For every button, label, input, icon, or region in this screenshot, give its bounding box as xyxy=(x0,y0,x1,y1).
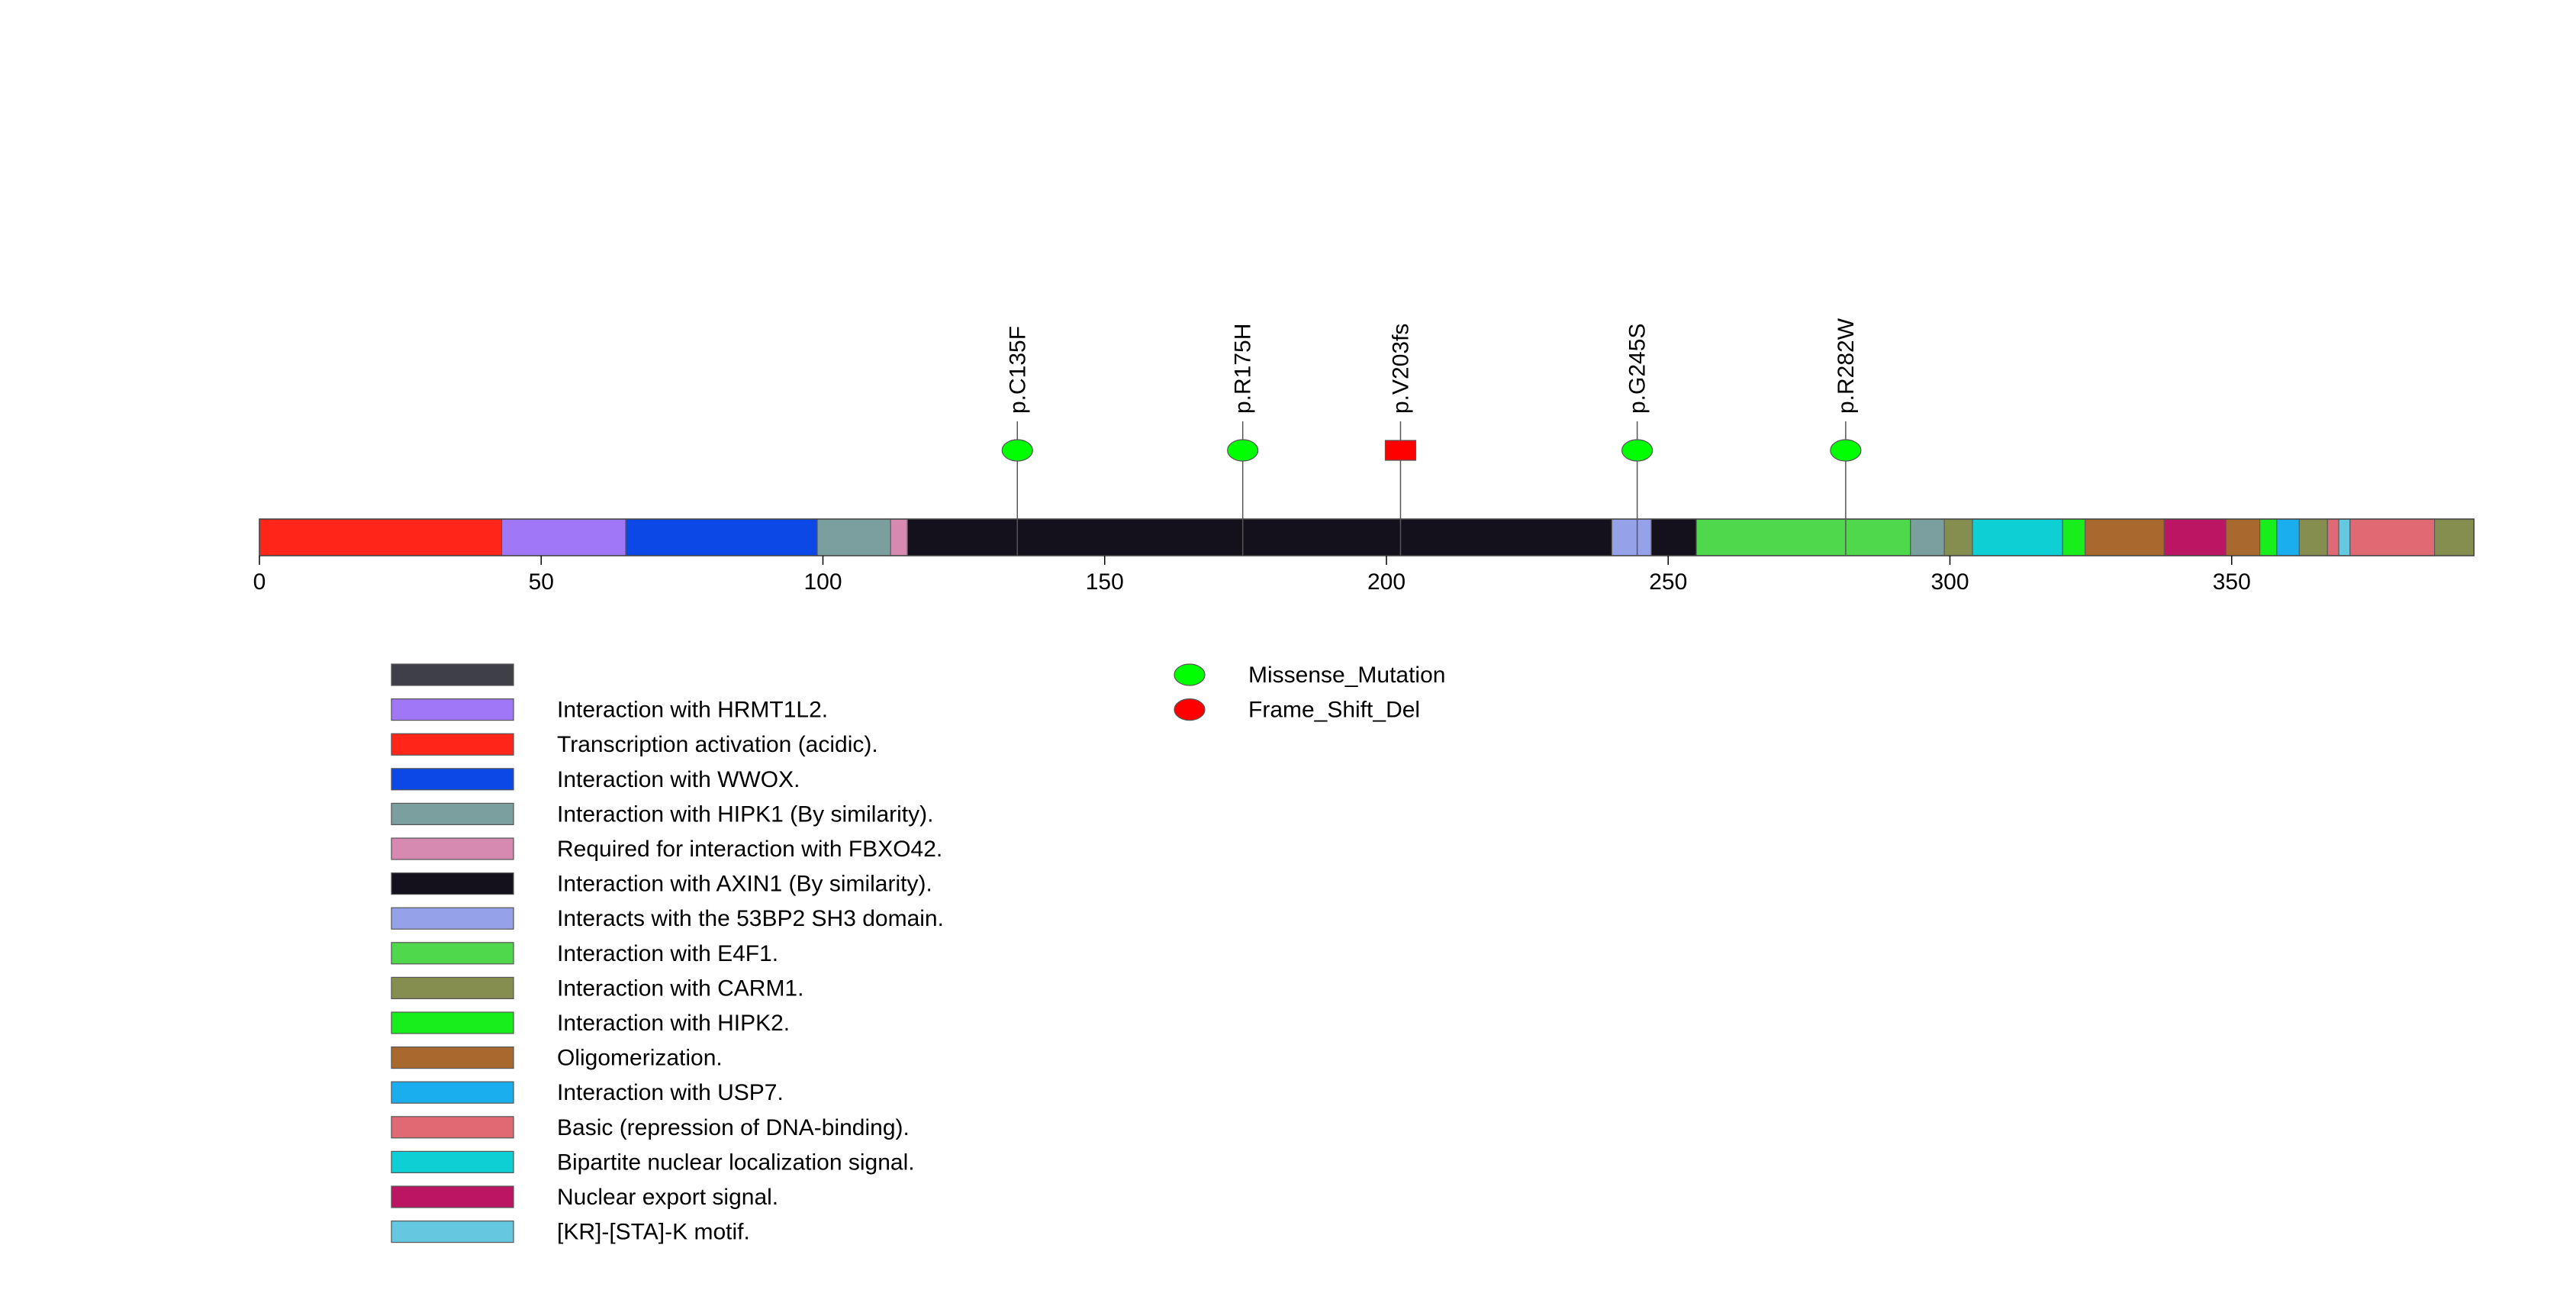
domain-segment xyxy=(906,518,1613,556)
domain-segment xyxy=(501,518,626,556)
domain-legend-label: Interaction with WWOX. xyxy=(557,767,800,792)
mutation-legend-symbol xyxy=(1174,698,1206,721)
domain-segment xyxy=(2276,518,2300,556)
mutation-marker-missense[interactable] xyxy=(1001,439,1033,462)
mutation-legend-label: Frame_Shift_Del xyxy=(1248,698,1420,723)
mutation-legend-symbol xyxy=(1174,663,1206,686)
domain-legend-label: Transcription activation (acidic). xyxy=(557,732,878,757)
domain-legend-swatch xyxy=(391,976,514,1000)
domain-legend-swatch xyxy=(391,698,514,721)
domain-segment xyxy=(1650,518,1697,556)
mutation-label: p.G245S xyxy=(1625,324,1650,414)
domain-legend-swatch xyxy=(391,907,514,930)
domain-segment xyxy=(1611,518,1652,556)
x-tick-label: 350 xyxy=(2213,569,2251,595)
domain-segment xyxy=(2349,518,2436,556)
x-tick-label: 300 xyxy=(1930,569,1969,595)
domain-legend-swatch xyxy=(391,733,514,756)
domain-legend-swatch xyxy=(391,942,514,965)
domain-legend-swatch xyxy=(391,1046,514,1069)
domain-legend-label: Oligomerization. xyxy=(557,1046,723,1071)
mutation-legend: Missense_Mutation Frame_Shift_Del xyxy=(1174,663,1445,723)
domain-segment xyxy=(890,518,908,556)
mutation-marker-missense[interactable] xyxy=(1621,439,1653,462)
domain-legend-label: Nuclear export signal. xyxy=(557,1185,778,1210)
domain-legend-swatch xyxy=(391,837,514,860)
domain-legend-swatch xyxy=(391,1220,514,1243)
domain-segment xyxy=(816,518,891,556)
domain-legend-label: Interacts with the 53BP2 SH3 domain. xyxy=(557,906,944,931)
domain-segment xyxy=(259,518,503,556)
domain-segment xyxy=(1910,518,1945,556)
domain-segment xyxy=(2225,518,2261,556)
x-axis: 0 50 100 150 200 250 300 350 xyxy=(253,556,2251,595)
domain-legend-label: Interaction with USP7. xyxy=(557,1080,784,1105)
domain-segment xyxy=(2338,518,2351,556)
x-tick-label: 0 xyxy=(253,569,266,595)
mutation-marker-missense[interactable] xyxy=(1227,439,1259,462)
domain-segment xyxy=(1695,518,1911,556)
domain-segment xyxy=(1943,518,1973,556)
mutation-label: p.C135F xyxy=(1005,326,1030,414)
x-tick-label: 250 xyxy=(1649,569,1687,595)
domain-legend-swatch xyxy=(391,872,514,895)
domain-legend-swatch xyxy=(391,1081,514,1104)
domain-segment xyxy=(2062,518,2086,556)
domain-legend-label: Interaction with HRMT1L2. xyxy=(557,698,828,723)
protein-outline xyxy=(259,518,2475,556)
domain-legend-label: Interaction with CARM1. xyxy=(557,976,803,1001)
domain-segment xyxy=(2434,518,2475,556)
mutation-marker-missense[interactable] xyxy=(1830,439,1862,462)
domain-segment xyxy=(2298,518,2328,556)
domain-segment xyxy=(1972,518,2063,556)
x-tick-label: 50 xyxy=(529,569,554,595)
domain-legend-label: Basic (repression of DNA-binding). xyxy=(557,1115,910,1140)
domain-legend-swatch xyxy=(391,802,514,826)
domain-legend-label: Interaction with HIPK2. xyxy=(557,1011,790,1036)
domain-legend-label: [KR]-[STA]-K motif. xyxy=(557,1220,750,1245)
domain-legend-label: Bipartite nuclear localization signal. xyxy=(557,1150,915,1175)
domain-legend-label: Interaction with HIPK1 (By similarity). xyxy=(557,801,933,827)
x-tick-label: 200 xyxy=(1367,569,1406,595)
domain-legend: Interaction with HRMT1L2. Transcription a… xyxy=(391,663,944,1245)
protein-domain-track xyxy=(259,518,2475,556)
domain-segment xyxy=(2259,518,2278,556)
x-tick-label: 150 xyxy=(1086,569,1124,595)
domain-legend-label: Interaction with AXIN1 (By similarity). xyxy=(557,872,932,897)
mutation-label: p.V203fs xyxy=(1388,324,1413,414)
domain-legend-swatch xyxy=(391,1011,514,1034)
domain-segment xyxy=(2326,518,2339,556)
mutation-marker-frameshift[interactable] xyxy=(1384,440,1417,461)
domain-segment xyxy=(625,518,818,556)
domain-legend-label: Interaction with E4F1. xyxy=(557,941,778,966)
domain-legend-swatch xyxy=(391,1185,514,1208)
domain-legend-swatch xyxy=(391,1150,514,1174)
domain-legend-swatch xyxy=(391,663,514,686)
mutation-legend-label: Missense_Mutation xyxy=(1248,663,1445,688)
mutation-markers: p.C135F p.R175H p.V203fs p.G245S p.R282W xyxy=(1001,318,1862,556)
domain-legend-label: Required for interaction with FBXO42. xyxy=(557,837,942,862)
mutation-label: p.R175H xyxy=(1231,324,1256,414)
domain-legend-swatch xyxy=(391,768,514,791)
domain-segment xyxy=(2163,518,2227,556)
domain-legend-swatch xyxy=(391,1116,514,1139)
domain-segment xyxy=(2085,518,2165,556)
x-tick-label: 100 xyxy=(803,569,842,595)
mutation-label: p.R282W xyxy=(1834,318,1859,414)
